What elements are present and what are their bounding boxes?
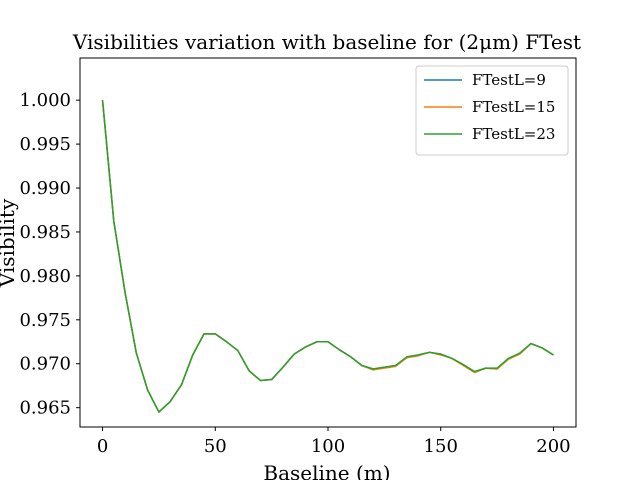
y-tick-label: 0.970 — [19, 354, 71, 375]
y-tick-label: 0.975 — [19, 310, 71, 331]
legend-entry-label: FTestL=9 — [472, 71, 546, 89]
x-tick-label: 100 — [311, 436, 345, 457]
x-axis: 0 50 100 150 200 — [97, 427, 571, 457]
x-tick-label: 50 — [204, 436, 227, 457]
y-tick-label: 0.985 — [19, 222, 71, 243]
legend: FTestL=9 FTestL=15 FTestL=23 — [415, 65, 569, 156]
y-tick-label: 0.980 — [19, 266, 71, 287]
chart-title: Visibilities variation with baseline for… — [72, 30, 581, 54]
y-axis-label: Visibility — [0, 198, 19, 288]
legend-box — [415, 65, 569, 156]
legend-entry-label: FTestL=23 — [472, 125, 555, 143]
x-tick-label: 200 — [536, 436, 570, 457]
y-tick-label: 0.965 — [19, 398, 71, 419]
y-tick-label: 1.000 — [19, 90, 71, 111]
legend-entry-label: FTestL=15 — [472, 98, 555, 116]
y-tick-label: 0.990 — [19, 178, 71, 199]
series-layer — [101, 100, 554, 413]
y-axis: 0.965 0.970 0.975 0.980 0.985 0.990 0.995 1.000 — [19, 90, 80, 419]
x-axis-label: Baseline (m) — [263, 461, 390, 480]
series-line-3 — [101, 100, 554, 413]
x-tick-label: 150 — [424, 436, 458, 457]
y-tick-label: 0.995 — [19, 134, 71, 155]
x-tick-label: 0 — [97, 436, 108, 457]
